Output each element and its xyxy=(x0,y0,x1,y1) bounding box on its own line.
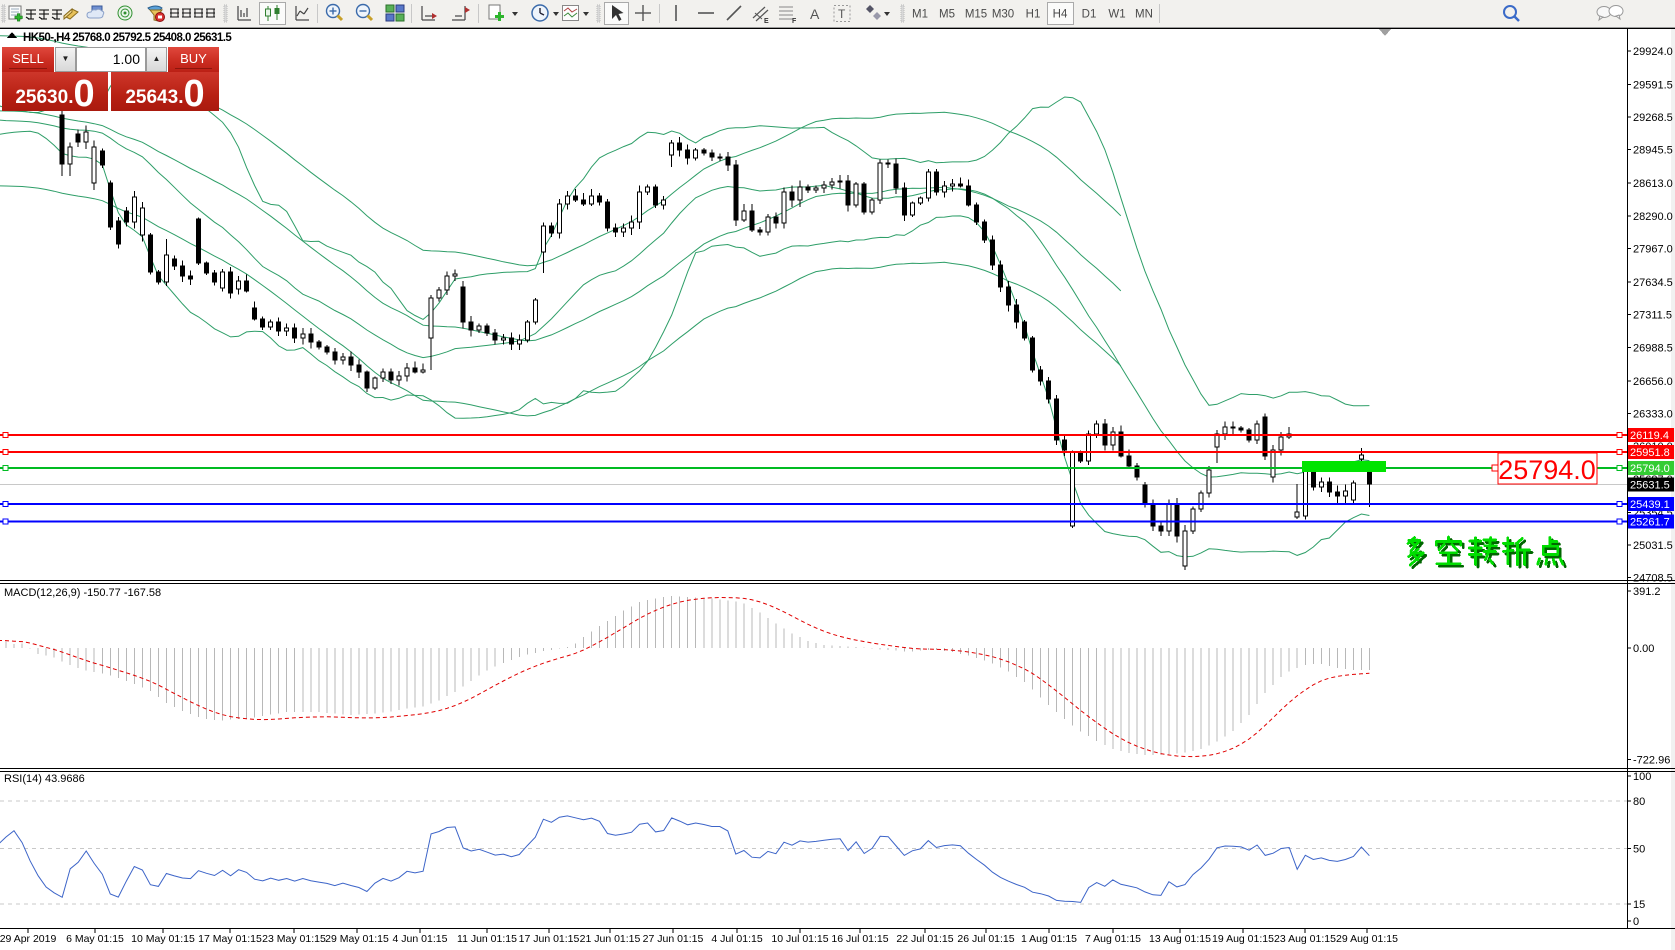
svg-text:25794.0: 25794.0 xyxy=(1630,463,1670,475)
svg-text:M5: M5 xyxy=(939,9,955,21)
svg-text:100: 100 xyxy=(1633,771,1651,783)
svg-text:0.00: 0.00 xyxy=(1633,643,1654,655)
svg-text:MACD(12,26,9) -150.77 -167.58: MACD(12,26,9) -150.77 -167.58 xyxy=(4,587,161,599)
svg-text:7 Aug 01:15: 7 Aug 01:15 xyxy=(1085,933,1141,945)
svg-text:25951.8: 25951.8 xyxy=(1630,447,1670,459)
svg-text:19 Aug 01:15: 19 Aug 01:15 xyxy=(1212,933,1274,945)
svg-text:29 Aug 01:15: 29 Aug 01:15 xyxy=(1336,933,1398,945)
svg-text:16 Jul 01:15: 16 Jul 01:15 xyxy=(831,933,888,945)
svg-text:25631.5: 25631.5 xyxy=(1630,479,1670,491)
svg-text:25794.0: 25794.0 xyxy=(1498,455,1596,485)
svg-text:F: F xyxy=(792,18,797,25)
svg-text:26119.4: 26119.4 xyxy=(1630,430,1669,442)
svg-text:28945.5: 28945.5 xyxy=(1633,145,1673,157)
svg-text:M30: M30 xyxy=(992,9,1014,21)
svg-text:10 Jul 01:15: 10 Jul 01:15 xyxy=(771,933,828,945)
svg-text:50: 50 xyxy=(1633,843,1645,855)
svg-text:MN: MN xyxy=(1135,9,1153,21)
svg-text:17 May 01:15: 17 May 01:15 xyxy=(198,933,262,945)
svg-text:29268.5: 29268.5 xyxy=(1633,112,1673,124)
svg-text:HK50-,H4 25768.0 25792.5 2540: HK50-,H4 25768.0 25792.5 25408.0 25631.5 xyxy=(23,32,232,44)
svg-text:E: E xyxy=(764,18,769,25)
svg-text:80: 80 xyxy=(1633,796,1645,808)
svg-text:26 Jul 01:15: 26 Jul 01:15 xyxy=(957,933,1014,945)
svg-text:-722.96: -722.96 xyxy=(1633,754,1670,766)
svg-text:26656.0: 26656.0 xyxy=(1633,376,1673,388)
svg-text:D1: D1 xyxy=(1082,9,1097,21)
svg-text:27634.5: 27634.5 xyxy=(1633,277,1673,289)
svg-text:23 May 01:15: 23 May 01:15 xyxy=(262,933,326,945)
svg-text:M15: M15 xyxy=(965,9,987,21)
svg-text:29 May 01:15: 29 May 01:15 xyxy=(325,933,389,945)
svg-text:1 Aug 01:15: 1 Aug 01:15 xyxy=(1021,933,1077,945)
svg-text:391.2: 391.2 xyxy=(1633,586,1661,598)
svg-text:25031.5: 25031.5 xyxy=(1633,540,1673,552)
svg-text:M1: M1 xyxy=(912,9,928,21)
svg-text:21 Jun 01:15: 21 Jun 01:15 xyxy=(580,933,641,945)
svg-text:17 Jun 01:15: 17 Jun 01:15 xyxy=(519,933,580,945)
svg-text:25261.7: 25261.7 xyxy=(1630,517,1670,529)
svg-text:27 Jun 01:15: 27 Jun 01:15 xyxy=(643,933,704,945)
svg-text:23 Aug 01:15: 23 Aug 01:15 xyxy=(1274,933,1336,945)
svg-text:13 Aug 01:15: 13 Aug 01:15 xyxy=(1149,933,1211,945)
svg-text:28290.0: 28290.0 xyxy=(1633,211,1673,223)
svg-text:A: A xyxy=(810,6,820,22)
svg-text:10 May 01:15: 10 May 01:15 xyxy=(131,933,195,945)
svg-text:0: 0 xyxy=(1633,916,1639,928)
svg-text:24708.5: 24708.5 xyxy=(1633,573,1673,585)
svg-text:27311.5: 27311.5 xyxy=(1633,310,1672,322)
svg-text:22 Jul 01:15: 22 Jul 01:15 xyxy=(896,933,953,945)
svg-text:11 Jun 01:15: 11 Jun 01:15 xyxy=(457,933,517,945)
svg-text:6 May 01:15: 6 May 01:15 xyxy=(66,933,124,945)
svg-text:25439.1: 25439.1 xyxy=(1630,499,1670,511)
svg-text:4 Jun 01:15: 4 Jun 01:15 xyxy=(393,933,448,945)
svg-text:28613.0: 28613.0 xyxy=(1633,178,1673,190)
svg-text:15: 15 xyxy=(1633,899,1645,911)
svg-text:29924.0: 29924.0 xyxy=(1633,46,1673,58)
svg-text:W1: W1 xyxy=(1108,9,1125,21)
svg-text:29591.5: 29591.5 xyxy=(1633,79,1673,91)
svg-text:RSI(14) 43.9686: RSI(14) 43.9686 xyxy=(4,773,85,785)
svg-text:26988.5: 26988.5 xyxy=(1633,342,1673,354)
svg-text:T: T xyxy=(838,7,846,21)
svg-text:29 Apr 2019: 29 Apr 2019 xyxy=(0,933,56,945)
svg-text:4 Jul 01:15: 4 Jul 01:15 xyxy=(711,933,763,945)
svg-text:27967.0: 27967.0 xyxy=(1633,244,1673,256)
svg-text:26333.0: 26333.0 xyxy=(1633,409,1673,421)
svg-text:H1: H1 xyxy=(1026,9,1041,21)
svg-text:H4: H4 xyxy=(1053,9,1068,21)
